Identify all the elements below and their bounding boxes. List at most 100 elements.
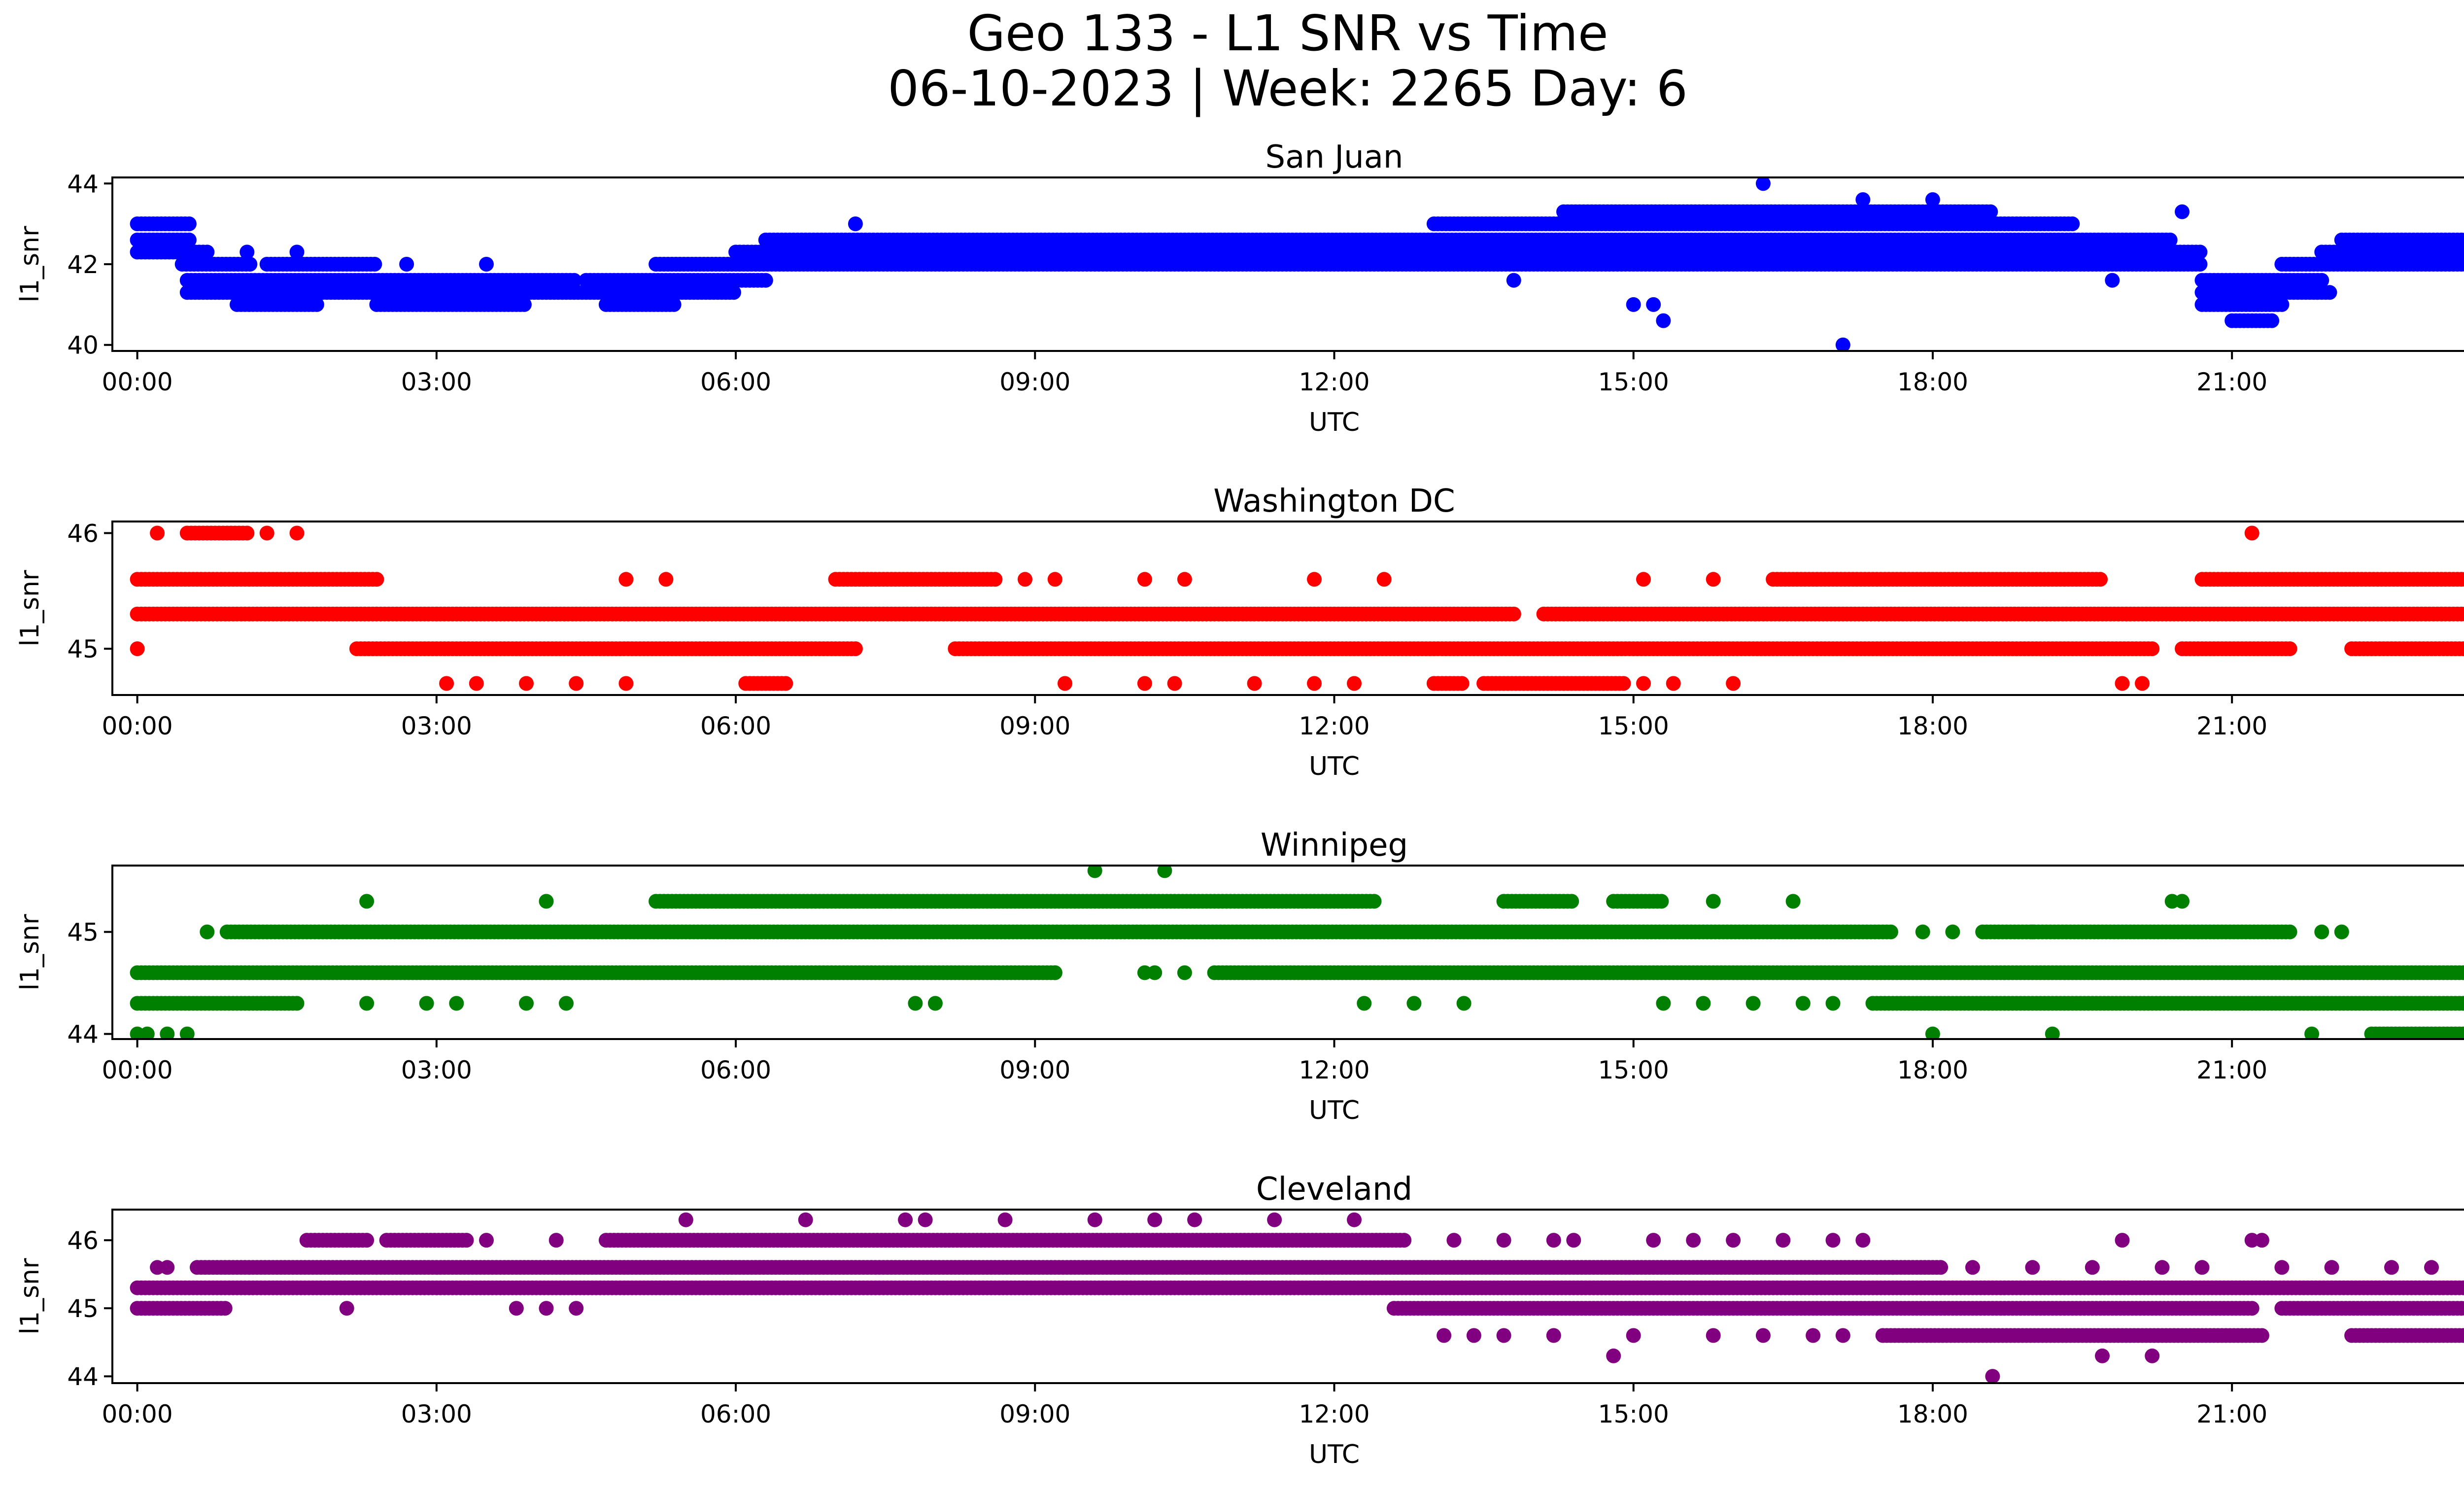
data-point <box>2145 641 2160 657</box>
data-point <box>2135 676 2150 691</box>
data-point <box>289 996 305 1011</box>
y-axis-label: l1_snr <box>15 226 45 303</box>
data-point <box>367 257 382 272</box>
data-point <box>479 257 494 272</box>
data-point <box>242 257 258 272</box>
data-point <box>240 525 255 541</box>
data-point <box>1137 572 1152 587</box>
data-point <box>1376 572 1392 587</box>
data-point <box>1835 337 1850 351</box>
figure-title: Geo 133 - L1 SNR vs Time 06-10-2023 | We… <box>0 6 2464 116</box>
data-point <box>1058 676 1072 691</box>
y-tick-label: 42 <box>67 250 99 279</box>
data-point <box>1307 572 1322 587</box>
data-point <box>988 572 1003 587</box>
data-point <box>2458 606 2464 622</box>
data-point <box>2458 257 2464 272</box>
data-point <box>289 525 305 541</box>
data-point <box>2175 204 2190 219</box>
data-point <box>2162 232 2178 247</box>
data-point <box>1137 676 1152 691</box>
data-point <box>618 676 634 691</box>
data-point <box>2282 924 2297 939</box>
data-point <box>259 525 274 541</box>
data-point <box>778 676 793 691</box>
x-tick-label: 03:00 <box>401 712 472 740</box>
data-point <box>1755 177 1771 191</box>
x-tick-label: 21:00 <box>2196 712 2267 740</box>
data-point <box>2115 676 2130 691</box>
data-point <box>439 676 454 691</box>
data-point <box>2244 525 2259 541</box>
data-point <box>1983 204 1998 219</box>
data-point <box>519 676 534 691</box>
data-point <box>1347 676 1362 691</box>
y-tick-label: 46 <box>67 519 99 548</box>
data-point <box>2065 216 2080 232</box>
data-point <box>2093 572 2108 587</box>
data-point <box>658 572 674 587</box>
subplot-title: Washington DC <box>1213 483 1455 520</box>
data-point <box>569 676 584 691</box>
data-point <box>2462 259 2464 270</box>
data-point <box>150 525 165 541</box>
data-point <box>240 244 255 260</box>
data-point <box>181 232 197 247</box>
data-point <box>2192 257 2208 272</box>
data-point <box>758 273 773 288</box>
x-tick-label: 12:00 <box>1299 712 1369 740</box>
data-point <box>1646 297 1661 312</box>
x-tick-label: 09:00 <box>999 368 1070 396</box>
data-point <box>2458 233 2464 247</box>
x-tick-label: 18:00 <box>1897 368 1968 396</box>
data-point <box>1883 924 1898 939</box>
data-point <box>2462 235 2464 245</box>
data-point <box>2462 609 2464 620</box>
data-point <box>1666 676 1681 691</box>
data-point <box>1506 606 1521 622</box>
data-point <box>469 676 484 691</box>
data-point <box>516 297 532 312</box>
data-point <box>289 244 305 260</box>
data-point <box>2282 641 2297 657</box>
data-points <box>130 177 2464 351</box>
data-point <box>200 244 215 260</box>
data-point <box>1307 676 1322 691</box>
y-tick-label: 44 <box>67 170 99 198</box>
x-tick-label: 21:00 <box>2196 368 2267 396</box>
x-tick-label: 00:00 <box>102 712 173 740</box>
data-point <box>1616 676 1631 691</box>
data-point <box>567 273 582 288</box>
data-point <box>2462 247 2464 257</box>
data-point <box>2462 574 2464 585</box>
x-tick-label: 09:00 <box>999 712 1070 740</box>
data-point <box>2458 244 2464 260</box>
y-tick-label: 45 <box>67 635 99 663</box>
data-point <box>1636 676 1651 691</box>
data-point <box>2322 285 2337 300</box>
data-point <box>1018 572 1032 587</box>
data-point <box>1636 572 1651 587</box>
data-point <box>1706 572 1721 587</box>
figure-title-line2: 06-10-2023 | Week: 2265 Day: 6 <box>888 60 1688 117</box>
data-point <box>130 641 145 657</box>
y-tick-label: 40 <box>67 331 99 360</box>
data-point <box>1626 297 1641 312</box>
data-point <box>181 216 197 232</box>
data-point <box>726 285 741 300</box>
data-points <box>130 866 2464 1039</box>
data-point <box>1726 676 1741 691</box>
data-point <box>2458 572 2464 587</box>
figure-title-line1: Geo 133 - L1 SNR vs Time <box>967 4 1608 62</box>
data-point <box>2192 244 2208 260</box>
y-axis-label: l1_snr <box>15 570 45 647</box>
x-tick-label: 06:00 <box>700 712 771 740</box>
data-point <box>666 297 682 312</box>
data-point <box>2105 273 2120 288</box>
data-point <box>1047 572 1062 587</box>
data-point <box>369 572 384 587</box>
x-axis-label: UTC <box>1309 752 1360 781</box>
